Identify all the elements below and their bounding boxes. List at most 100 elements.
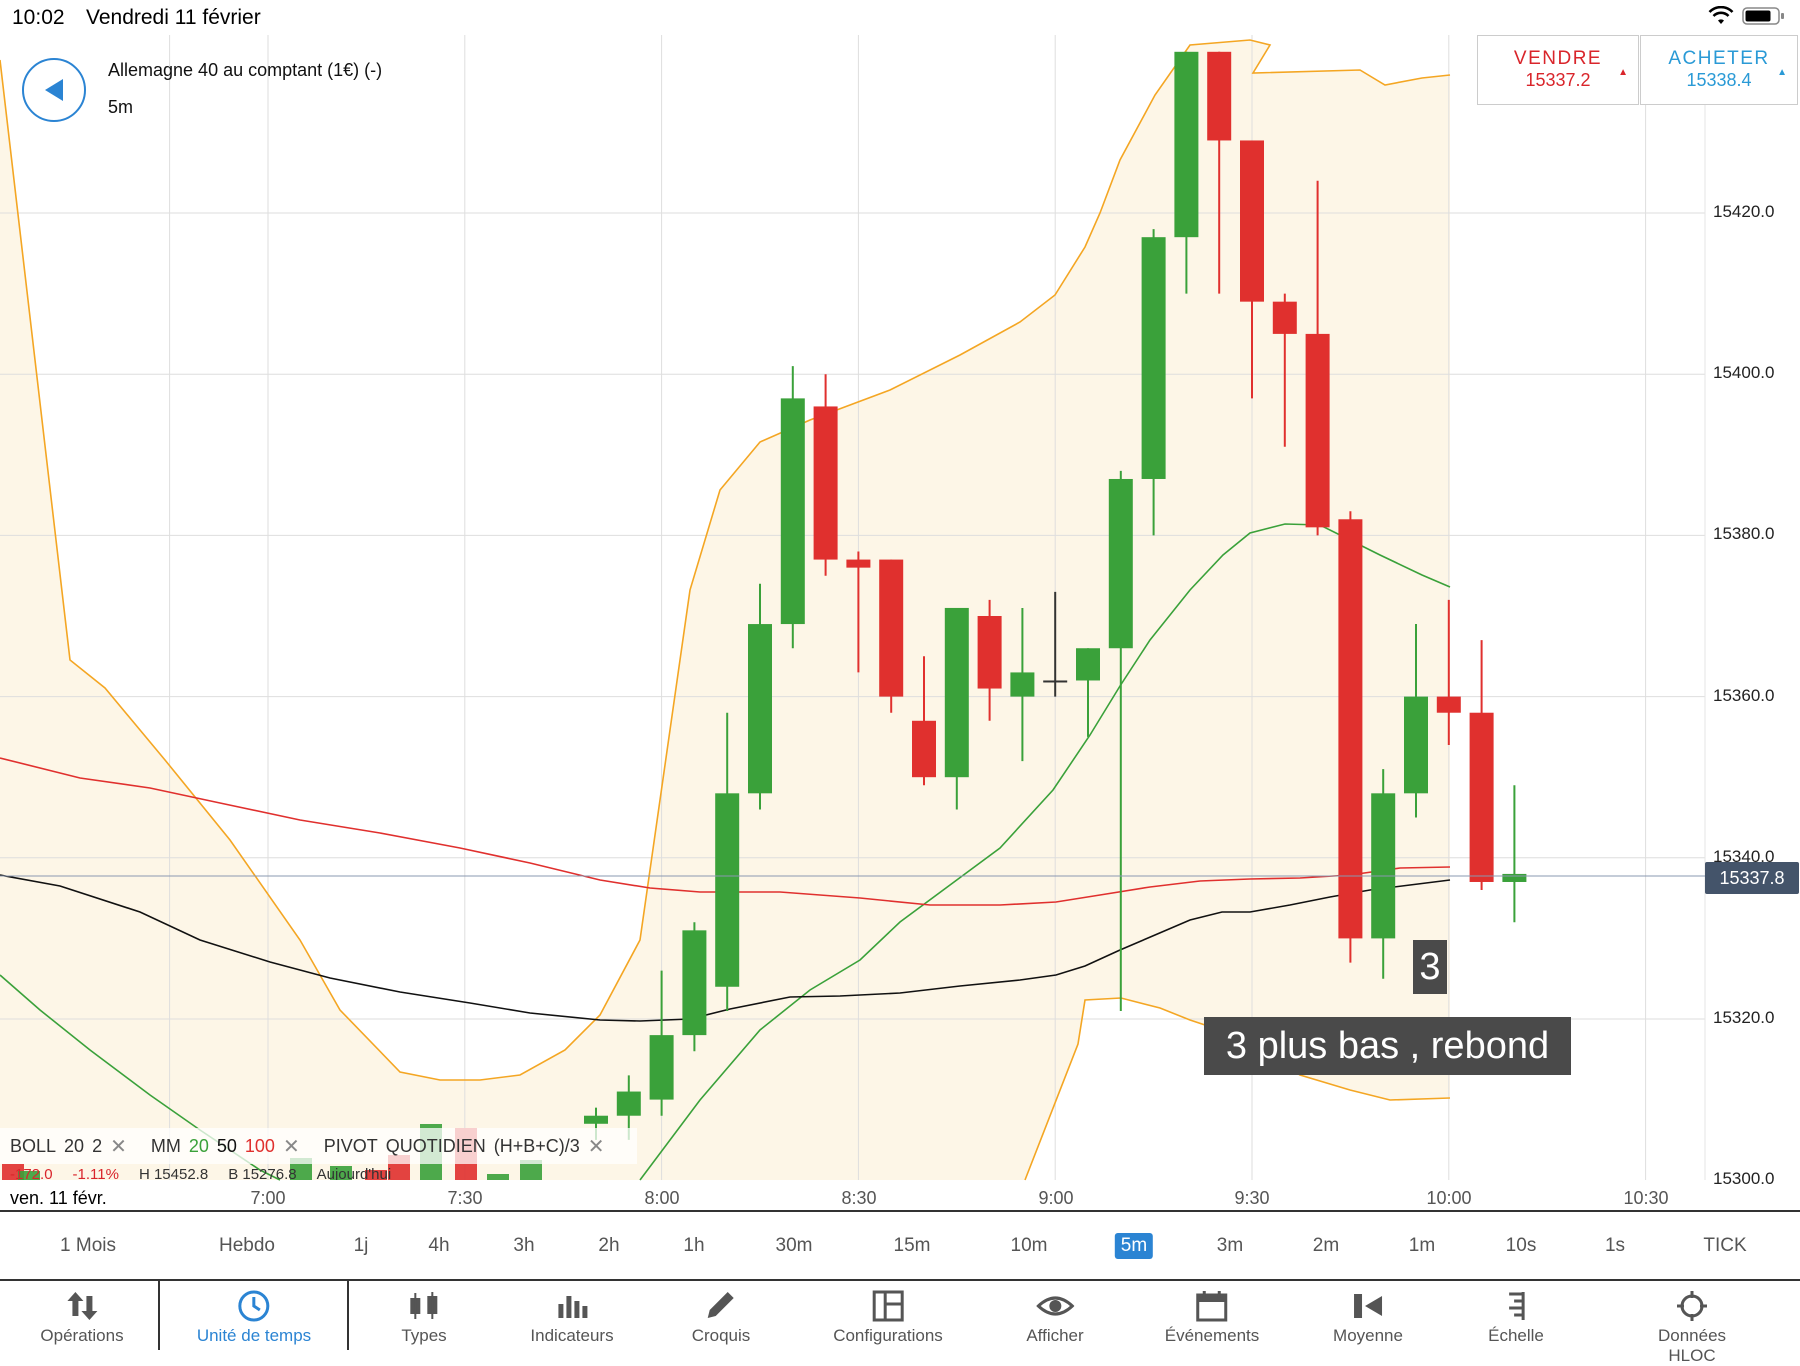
bar-chart-icon	[557, 1296, 587, 1318]
legend-boll[interactable]: BOLL	[10, 1135, 57, 1156]
candle-body	[1404, 696, 1428, 794]
remove-mm-icon[interactable]: ✕	[282, 1135, 300, 1158]
candle-body	[616, 1091, 641, 1116]
candle	[1272, 293, 1297, 447]
daily-change-pct: -1.11%	[72, 1166, 119, 1180]
tool-drawing[interactable]: Croquis	[692, 1290, 750, 1346]
tool-hloc-data[interactable]: Données HLOC	[1638, 1290, 1746, 1366]
tool-average[interactable]: Moyenne	[1333, 1290, 1403, 1346]
candles-icon	[409, 1292, 437, 1319]
tool-types[interactable]: Types	[401, 1290, 447, 1346]
layout-icon	[872, 1290, 904, 1322]
tool-operations-label: Opérations	[40, 1326, 124, 1345]
candle	[1305, 180, 1330, 536]
tool-scale[interactable]: Échelle	[1488, 1290, 1544, 1346]
candle-body	[1240, 140, 1264, 302]
bottom-toolbar	[0, 1279, 1800, 1350]
candle	[813, 374, 838, 576]
timeframe-30m[interactable]: 30m	[775, 1235, 813, 1256]
legend-boll-dev: 2	[92, 1135, 103, 1156]
candle-body	[1141, 237, 1166, 479]
candle-body	[1207, 51, 1232, 141]
candle	[649, 970, 674, 1116]
legend-pivot[interactable]: PIVOT	[323, 1135, 378, 1156]
remove-boll-icon[interactable]: ✕	[110, 1135, 127, 1158]
tool-time-unit[interactable]: Unité de temps	[197, 1290, 311, 1346]
timeframe-hebdo[interactable]: Hebdo	[219, 1235, 275, 1256]
sell-button[interactable]: VENDRE 15337.2 ▲	[1477, 35, 1639, 105]
candle-body	[879, 559, 904, 697]
sell-up-arrow-icon: ▲	[1618, 67, 1628, 78]
candle-body	[1502, 873, 1527, 882]
legend-mm[interactable]: MM	[150, 1135, 181, 1156]
timeframe-1h[interactable]: 1h	[683, 1235, 705, 1256]
legend-pivot-formula: (H+B+C)/3	[493, 1135, 580, 1156]
crosshair-icon	[1677, 1291, 1707, 1321]
status-time: 10:02	[12, 6, 65, 29]
candle-body	[682, 930, 707, 1036]
candle	[1371, 769, 1396, 979]
chart-timeframe-label: 5m	[108, 97, 134, 117]
timeframe-3m[interactable]: 3m	[1216, 1235, 1244, 1256]
candle	[1174, 51, 1199, 294]
legend-pivot-period: QUOTIDIEN	[385, 1135, 486, 1156]
volume-bar	[487, 1174, 509, 1180]
timeframe-4h[interactable]: 4h	[428, 1235, 450, 1256]
candle	[1404, 624, 1428, 818]
timeframe-5m[interactable]: 5m	[1114, 1233, 1154, 1259]
x-tick-label: 7:00	[250, 1188, 286, 1208]
daily-stats-row: -172.0 -1.11% H 15452.8 B 15276.8 Aujour…	[0, 1166, 391, 1180]
timeframe-10m[interactable]: 10m	[1010, 1235, 1048, 1256]
back-arrow-icon	[45, 79, 63, 101]
timeframe-1j[interactable]: 1j	[353, 1235, 369, 1256]
timeframe-2h[interactable]: 2h	[598, 1235, 620, 1256]
candle-body	[1338, 519, 1363, 939]
candle	[879, 559, 904, 713]
pencil-icon	[708, 1292, 734, 1318]
candle-body	[1371, 793, 1396, 939]
timeframe-2m[interactable]: 2m	[1312, 1235, 1340, 1256]
candle-body	[813, 406, 838, 560]
toolbar-divider	[347, 1279, 349, 1350]
candle	[780, 366, 805, 649]
back-button[interactable]	[22, 58, 86, 122]
y-tick-label: 15420.0	[1713, 202, 1775, 221]
candle-body	[977, 616, 1002, 689]
buy-button[interactable]: ACHETER 15338.4 ▲	[1640, 35, 1798, 105]
ruler-icon	[1508, 1292, 1525, 1320]
tool-configurations[interactable]: Configurations	[833, 1290, 943, 1346]
timeframe-10s[interactable]: 10s	[1505, 1235, 1537, 1256]
tool-hloc-data-label: Données HLOC	[1657, 1326, 1727, 1365]
tool-types-label: Types	[401, 1326, 447, 1345]
timeframe-tick[interactable]: TICK	[1703, 1235, 1747, 1256]
buy-price: 15338.4	[1686, 70, 1752, 90]
timeframe-1m[interactable]: 1m	[1408, 1235, 1436, 1256]
x-tick-label: 9:00	[1038, 1188, 1074, 1208]
status-date: Vendredi 11 février	[86, 6, 261, 29]
tool-operations[interactable]: Opérations	[40, 1290, 124, 1346]
timeframe-1s[interactable]: 1s	[1604, 1235, 1626, 1256]
date-label: ven. 11 févr.	[10, 1188, 107, 1208]
candle-body	[1469, 712, 1494, 882]
candle	[1338, 511, 1363, 963]
tool-events[interactable]: Événements	[1164, 1290, 1260, 1346]
y-tick-label: 15340.0	[1713, 846, 1775, 866]
annotation-number[interactable]: 3	[1413, 940, 1447, 994]
candle	[1010, 607, 1035, 762]
timeframe-1-mois[interactable]: 1 Mois	[60, 1235, 116, 1256]
tool-indicators[interactable]: Indicateurs	[530, 1290, 614, 1346]
instrument-name: Allemagne 40 au comptant (1€) (-)	[108, 60, 383, 80]
annotation-text[interactable]: 3 plus bas , rebond	[1204, 1017, 1571, 1075]
daily-period: Aujourd'hui	[316, 1166, 392, 1180]
timeframe-3h[interactable]: 3h	[513, 1235, 535, 1256]
candle	[1240, 140, 1264, 399]
timeframe-15m[interactable]: 15m	[893, 1235, 931, 1256]
eye-icon	[1035, 1296, 1074, 1316]
candle	[977, 599, 1002, 721]
remove-pivot-icon[interactable]: ✕	[587, 1135, 605, 1158]
candle-body	[1010, 672, 1035, 697]
tool-events-label: Événements	[1164, 1326, 1260, 1345]
tool-display[interactable]: Afficher	[1026, 1290, 1084, 1346]
candle	[944, 607, 969, 810]
